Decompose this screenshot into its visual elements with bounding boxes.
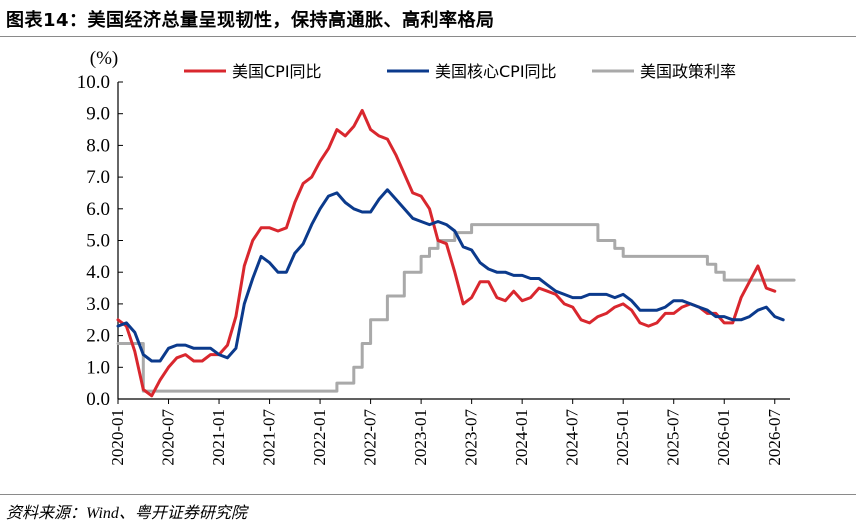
y-tick-label: 0.0 [86,389,110,410]
x-tick-label: 2022-07 [361,409,380,466]
legend-label-2: 美国政策利率 [640,62,736,81]
x-tick-label: 2023-01 [411,409,430,466]
chart-series-layer [116,109,796,398]
x-tick-label: 2024-01 [512,409,531,466]
legend-label-1: 美国核心CPI同比 [435,62,557,81]
x-tick-label: 2025-07 [664,409,683,466]
chart-legend: 美国CPI同比 美国核心CPI同比 美国政策利率 [184,62,736,81]
source-divider [0,494,856,495]
x-tick-label: 2026-07 [765,409,784,466]
x-tick-label: 2023-07 [462,409,481,466]
y-axis-unit: (%) [90,48,118,69]
x-tick-label: 2021-01 [209,409,228,466]
x-tick-label: 2024-07 [563,409,582,466]
source-note: 资料来源：Wind、粤开证券研究院 [6,505,247,522]
y-tick-label: 4.0 [86,262,110,283]
y-tick-label: 5.0 [86,231,110,252]
series-line-2 [116,223,796,393]
y-tick-label: 7.0 [86,167,110,188]
y-tick-label: 8.0 [86,135,110,156]
series-line-1 [116,188,785,363]
y-tick-label: 10.0 [77,72,110,93]
y-tick-label: 1.0 [86,357,110,378]
x-tick-label: 2026-01 [714,409,733,466]
legend-label-0: 美国CPI同比 [232,62,322,81]
title-divider [0,36,856,37]
y-tick-label: 9.0 [86,104,110,125]
x-tick-label: 2020-07 [159,409,178,466]
figure-title: 图表14：美国经济总量呈现韧性，保持高通胀、高利率格局 [6,10,495,31]
y-tick-label: 6.0 [86,199,110,220]
x-tick-label: 2021-07 [260,409,279,466]
y-tick-label: 2.0 [86,326,110,347]
x-tick-label: 2022-01 [310,409,329,466]
series-line-0 [116,109,777,398]
x-tick-label: 2020-01 [108,409,127,466]
line-chart: (%) 0.0 1.0 2.0 3.0 4.0 5.0 6.0 7.0 8.0 9.0 10.0 202… [77,48,796,466]
chart-axes: (%) 0.0 1.0 2.0 3.0 4.0 5.0 6.0 7.0 8.0 9.0 10.0 202… [77,48,790,466]
y-tick-label: 3.0 [86,294,110,315]
x-tick-label: 2025-01 [613,409,632,466]
